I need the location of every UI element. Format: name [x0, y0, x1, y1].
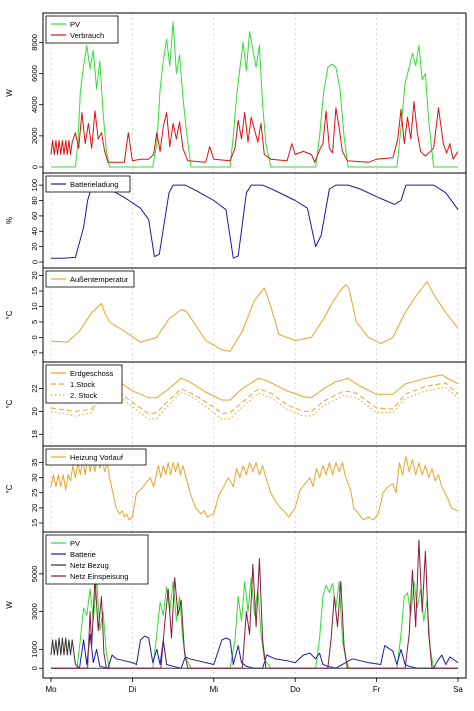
y-tick-label: 0: [30, 165, 39, 169]
legend-entry: PV: [70, 539, 80, 548]
legend-entry: Batterieladung: [70, 180, 118, 189]
legend-box: [45, 270, 135, 288]
x-tick-label: Fr: [373, 685, 381, 694]
y-tick-label: -5: [30, 350, 39, 357]
series-line: [50, 637, 458, 669]
legend-box: [45, 15, 119, 44]
panel-frame: [42, 531, 467, 679]
legend-entry: 1.Stock: [70, 380, 95, 389]
x-tick-label: Di: [129, 685, 137, 694]
panel-heating: 15 20 25 30 35 °C Heizung Vorlauf: [5, 445, 467, 533]
y-tick-label: 8000: [30, 34, 39, 51]
series-line: [50, 101, 459, 163]
y-axis-label: °C: [5, 484, 14, 493]
legend-box: [45, 364, 123, 404]
x-tick-label: Do: [290, 685, 301, 694]
y-tick-label: 20: [30, 242, 39, 250]
panel-grid: 0 1000 3000 5000 W PV Batterie Netz Bezug Netz E…: [5, 531, 467, 679]
y-tick-label: 25: [30, 489, 39, 497]
y-tick-label: 22: [30, 384, 39, 392]
y-tick-label: 3000: [30, 603, 39, 620]
y-tick-label: 18: [30, 430, 39, 438]
y-tick-label: 4000: [30, 96, 39, 113]
series-line: [51, 633, 459, 669]
y-tick-label: 0: [30, 260, 39, 264]
y-tick-label: 35: [30, 458, 39, 466]
y-tick-label: 0: [30, 666, 39, 670]
y-tick-label: 0: [30, 335, 39, 339]
y-tick-label: 20: [30, 407, 39, 415]
legend-entry: 2. Stock: [70, 391, 97, 400]
y-axis-label: W: [5, 89, 14, 97]
legend-entry: Batterie: [70, 550, 96, 559]
y-tick-label: 60: [30, 212, 39, 220]
y-tick-label: 10: [30, 302, 39, 310]
y-tick-label: 5000: [30, 566, 39, 583]
y-tick-label: 20: [30, 504, 39, 512]
panel-outside-temp: -5 0 5 10 15 20 °C Außentemperatur: [5, 267, 467, 363]
x-tick-label: Mi: [210, 685, 219, 694]
legend-entry: Heizung Vorlauf: [70, 453, 124, 462]
legend-entry: PV: [70, 20, 80, 29]
legend-box: [45, 175, 131, 193]
series-line: [50, 281, 459, 352]
series-line: [51, 183, 459, 259]
y-tick-label: 6000: [30, 65, 39, 82]
legend-entry: Netz Bezug: [70, 561, 109, 570]
panel-battery: 0 20 40 60 80 100% Batterieladung: [5, 172, 467, 269]
y-tick-label: 100: [30, 179, 39, 192]
x-tick-label: Sa: [453, 685, 463, 694]
legend-entry: Außentemperatur: [70, 275, 129, 284]
y-axis-label: °C: [5, 399, 14, 408]
y-axis-label: %: [5, 217, 14, 224]
y-tick-label: 5: [30, 320, 39, 324]
x-tick-label: Mo: [45, 685, 57, 694]
y-tick-label: 80: [30, 196, 39, 204]
panel-room-temp: 18 20 22 °C Erdgeschoss 1.Stock 2. Stock: [5, 361, 467, 447]
series-line: [51, 21, 458, 168]
y-tick-label: 30: [30, 474, 39, 482]
y-tick-label: 15: [30, 287, 39, 295]
y-tick-label: 20: [30, 271, 39, 279]
legend-box: [45, 448, 147, 466]
legend-entry: Netz Einspeisung: [70, 572, 128, 581]
panel-power: 0 2000 4000 6000 8000 W PV Verbrauch: [5, 12, 467, 174]
legend-entry: Verbrauch: [70, 31, 104, 40]
series-line: [51, 577, 458, 669]
y-tick-label: 15: [30, 519, 39, 527]
legend-entry: Erdgeschoss: [70, 369, 114, 378]
y-axis-label: W: [5, 601, 14, 609]
y-tick-label: 1000: [30, 641, 39, 658]
series-line: [50, 456, 459, 521]
y-tick-label: 40: [30, 227, 39, 235]
y-axis-label: °C: [5, 310, 14, 319]
series-line: [51, 539, 458, 669]
y-tick-label: 2000: [30, 127, 39, 144]
